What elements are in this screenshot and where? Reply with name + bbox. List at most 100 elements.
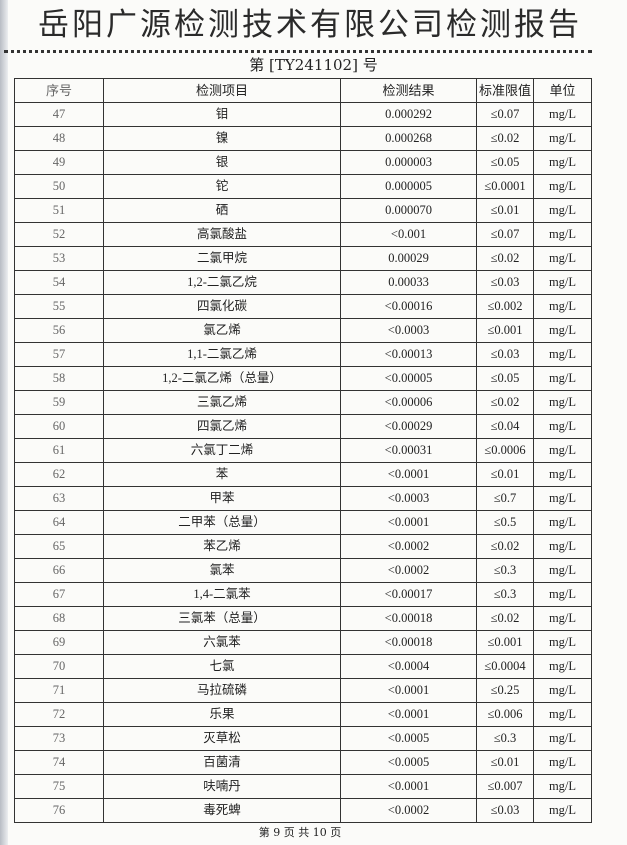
cell-seq: 71	[14, 678, 104, 703]
cell-unit: mg/L	[533, 558, 592, 583]
cell-item: 高氯酸盐	[103, 222, 341, 247]
table-row: 69 六氯苯 <0.00018 ≤0.001 mg/L	[14, 630, 592, 655]
cell-result: <0.0005	[340, 726, 477, 751]
cell-limit: ≤0.0004	[476, 654, 534, 679]
cell-limit: ≤0.3	[476, 582, 534, 607]
cell-limit: ≤0.07	[476, 222, 534, 247]
cell-result: <0.00006	[340, 390, 477, 415]
cell-unit: mg/L	[533, 774, 592, 799]
cell-result: <0.0001	[340, 462, 477, 487]
cell-seq: 54	[14, 270, 104, 295]
cell-item: 氯苯	[103, 558, 341, 583]
table-row: 59 三氯乙烯 <0.00006 ≤0.02 mg/L	[14, 390, 592, 415]
cell-unit: mg/L	[533, 702, 592, 727]
cell-result: 0.000005	[340, 174, 477, 199]
cell-limit: ≤0.01	[476, 462, 534, 487]
cell-unit: mg/L	[533, 798, 592, 823]
table-row: 54 1,2-二氯乙烷 0.00033 ≤0.03 mg/L	[14, 270, 592, 295]
cell-result: <0.0002	[340, 798, 477, 823]
cell-limit: ≤0.001	[476, 630, 534, 655]
cell-result: 0.00029	[340, 246, 477, 271]
cell-seq: 63	[14, 486, 104, 511]
cell-limit: ≤0.07	[476, 102, 534, 127]
cell-result: <0.0002	[340, 558, 477, 583]
col-header-seq: 序号	[14, 78, 104, 103]
table-row: 61 六氯丁二烯 <0.00031 ≤0.0006 mg/L	[14, 438, 592, 463]
cell-item: 1,1-二氯乙烯	[103, 342, 341, 367]
cell-limit: ≤0.01	[476, 750, 534, 775]
cell-item: 六氯苯	[103, 630, 341, 655]
col-header-unit: 单位	[533, 78, 592, 103]
cell-seq: 69	[14, 630, 104, 655]
cell-unit: mg/L	[533, 750, 592, 775]
cell-unit: mg/L	[533, 678, 592, 703]
cell-result: <0.0001	[340, 774, 477, 799]
cell-result: <0.0001	[340, 702, 477, 727]
cell-seq: 56	[14, 318, 104, 343]
table-row: 52 高氯酸盐 <0.001 ≤0.07 mg/L	[14, 222, 592, 247]
cell-seq: 58	[14, 366, 104, 391]
cell-item: 硒	[103, 198, 341, 223]
cell-limit: ≤0.02	[476, 390, 534, 415]
cell-unit: mg/L	[533, 726, 592, 751]
cell-unit: mg/L	[533, 294, 592, 319]
cell-result: <0.00029	[340, 414, 477, 439]
cell-seq: 60	[14, 414, 104, 439]
cell-limit: ≤0.01	[476, 198, 534, 223]
table-row: 65 苯乙烯 <0.0002 ≤0.02 mg/L	[14, 534, 592, 559]
cell-unit: mg/L	[533, 414, 592, 439]
cell-seq: 68	[14, 606, 104, 631]
cell-item: 银	[103, 150, 341, 175]
cell-item: 二甲苯（总量）	[103, 510, 341, 535]
cell-item: 1,2-二氯乙烯（总量）	[103, 366, 341, 391]
cell-limit: ≤0.7	[476, 486, 534, 511]
table-row: 58 1,2-二氯乙烯（总量） <0.00005 ≤0.05 mg/L	[14, 366, 592, 391]
cell-unit: mg/L	[533, 342, 592, 367]
cell-seq: 57	[14, 342, 104, 367]
table-row: 56 氯乙烯 <0.0003 ≤0.001 mg/L	[14, 318, 592, 343]
cell-unit: mg/L	[533, 462, 592, 487]
cell-result: 0.000292	[340, 102, 477, 127]
cell-limit: ≤0.5	[476, 510, 534, 535]
table-row: 73 灭草松 <0.0005 ≤0.3 mg/L	[14, 726, 592, 751]
cell-limit: ≤0.04	[476, 414, 534, 439]
cell-result: <0.00018	[340, 606, 477, 631]
cell-limit: ≤0.05	[476, 150, 534, 175]
table-row: 62 苯 <0.0001 ≤0.01 mg/L	[14, 462, 592, 487]
table-row: 75 呋喃丹 <0.0001 ≤0.007 mg/L	[14, 774, 592, 799]
cell-result: 0.000268	[340, 126, 477, 151]
cell-unit: mg/L	[533, 438, 592, 463]
cell-item: 二氯甲烷	[103, 246, 341, 271]
cell-limit: ≤0.02	[476, 534, 534, 559]
cell-item: 七氯	[103, 654, 341, 679]
cell-seq: 65	[14, 534, 104, 559]
cell-limit: ≤0.0006	[476, 438, 534, 463]
cell-item: 甲苯	[103, 486, 341, 511]
cell-unit: mg/L	[533, 270, 592, 295]
cell-item: 苯乙烯	[103, 534, 341, 559]
cell-seq: 49	[14, 150, 104, 175]
cell-seq: 47	[14, 102, 104, 127]
cell-item: 三氯乙烯	[103, 390, 341, 415]
cell-result: 0.00033	[340, 270, 477, 295]
cell-result: <0.0004	[340, 654, 477, 679]
cell-result: <0.00013	[340, 342, 477, 367]
table-row: 55 四氯化碳 <0.00016 ≤0.002 mg/L	[14, 294, 592, 319]
cell-seq: 52	[14, 222, 104, 247]
cell-item: 1,4-二氯苯	[103, 582, 341, 607]
table-row: 63 甲苯 <0.0003 ≤0.7 mg/L	[14, 486, 592, 511]
table-row: 50 铊 0.000005 ≤0.0001 mg/L	[14, 174, 592, 199]
table-row: 47 钼 0.000292 ≤0.07 mg/L	[14, 102, 592, 127]
cell-seq: 73	[14, 726, 104, 751]
cell-unit: mg/L	[533, 366, 592, 391]
table-row: 68 三氯苯（总量） <0.00018 ≤0.02 mg/L	[14, 606, 592, 631]
cell-limit: ≤0.02	[476, 246, 534, 271]
cell-seq: 53	[14, 246, 104, 271]
cell-result: <0.0001	[340, 678, 477, 703]
cell-limit: ≤0.006	[476, 702, 534, 727]
cell-result: 0.000003	[340, 150, 477, 175]
cell-limit: ≤0.007	[476, 774, 534, 799]
table-header-row: 序号 检测项目 检测结果 标准限值 单位	[14, 78, 592, 103]
cell-result: <0.0003	[340, 318, 477, 343]
cell-result: 0.000070	[340, 198, 477, 223]
